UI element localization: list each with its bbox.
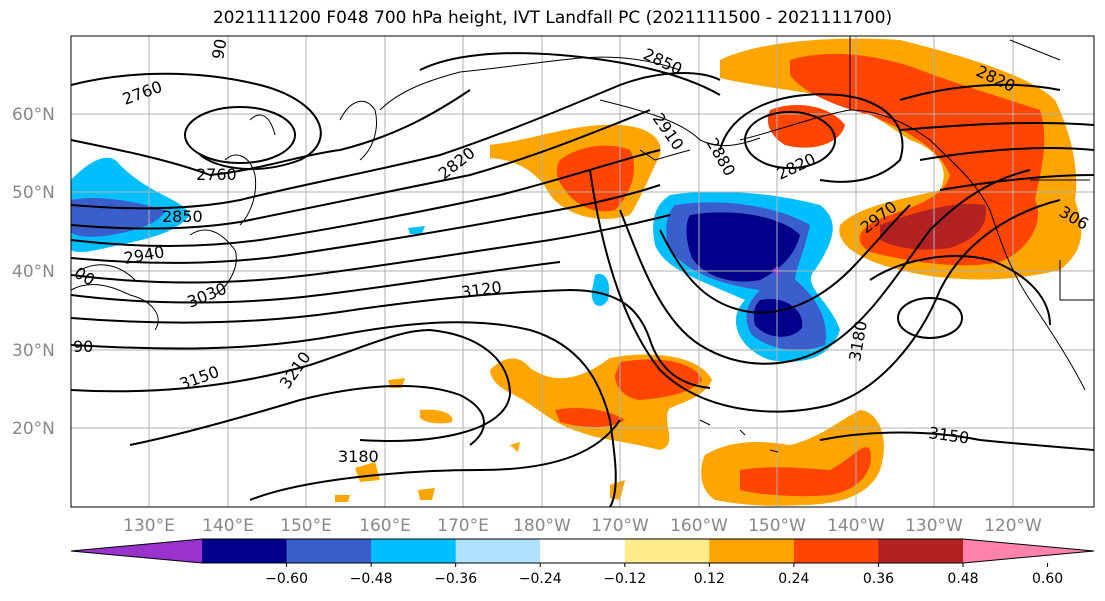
contour-label: 3180 [845,319,871,362]
longitude-labels: 130°E 140°E 150°E 160°E 170°E 180°W 170°… [123,516,1042,536]
contour-label: 2880 [703,135,740,180]
colorbar-tick-label: 0.24 [778,571,809,587]
longitude-label: 120°W [984,516,1042,536]
contour-label: 2760 [196,165,237,184]
pos-small2 [420,409,453,424]
contour-label: 2850 [162,207,203,226]
latitude-label-30n: 30°N [12,341,55,361]
colorbar-bin [371,539,457,563]
longitude-label: 140°W [827,516,885,536]
colorbar-tick-label: 0.36 [863,571,894,587]
colorbar-tick-label: −0.48 [350,571,393,587]
longitude-label: 170°W [591,516,649,536]
latitude-label-60n: 60°N [12,105,55,125]
longitude-label: 160°E [359,516,411,536]
gridlines [71,36,1094,507]
colorbar-tick-label: 0.60 [1032,571,1063,587]
longitude-label: 140°E [202,516,254,536]
colorbar-bin [709,539,795,563]
colorbar-bin [878,539,964,563]
neg-small2 [408,226,425,234]
latitude-label-20n: 20°N [12,419,55,439]
longitude-label: 130°E [123,516,175,536]
pos-small6 [610,480,625,500]
longitude-label: 150°E [280,516,332,536]
contour-label: 2820 [774,149,819,183]
contour-label: 3120 [460,277,503,301]
neg-purple [772,266,780,278]
colorbar-bin [540,539,626,563]
longitude-label: 160°W [670,516,728,536]
plot-frame [70,35,1095,508]
coastlines [71,36,1094,453]
contour-label: 3030 [184,279,229,312]
latitude-labels: 60°N 50°N 40°N 30°N 20°N [12,105,55,439]
colorbar-bin [286,539,372,563]
colorbar-outline [70,538,1095,564]
pos-small4 [418,488,435,500]
colorbar-tick-label: −0.12 [603,571,646,587]
pos-region-alaska [767,105,845,148]
ivt-shading [71,38,1082,506]
colorbar: −0.60 −0.48 −0.36 −0.24 −0.12 0.12 0.24 0.36 0.4… [70,538,1095,587]
contour-label: 90 [73,337,93,356]
contour-label: 2760 [120,77,165,109]
contour-label: 3210 [276,348,315,392]
pos-region-se-core [740,447,871,497]
colorbar-tick-label: −0.24 [519,571,562,587]
map-title: 2021111200 F048 700 hPa height, IVT Land… [212,8,893,28]
contour-label: 2940 [122,242,165,268]
contour-label: 3150 [177,362,222,394]
colorbar-tick-label: −0.60 [265,571,308,587]
longitude-label: 150°W [748,516,806,536]
longitude-label: 130°W [905,516,963,536]
pos-small5 [335,495,350,502]
colorbar-bin [793,539,879,563]
neg-small1 [591,273,610,307]
colorbar-extend-min [71,539,202,563]
colorbar-extend-max [963,539,1094,563]
contour-label: 90 [208,37,230,60]
pos-small7 [510,442,520,452]
longitude-label: 170°E [437,516,489,536]
colorbar-tick-label: 0.12 [694,571,725,587]
neg-region-central-core [686,212,800,282]
colorbar-tick-label: −0.36 [434,571,477,587]
pos-region-subtrop-core [615,359,702,400]
latitude-label-50n: 50°N [12,183,55,203]
contour-label: 3180 [338,447,379,466]
colorbar-bin [624,539,710,563]
height-contours [71,52,1094,507]
latitude-label-40n: 40°N [12,262,55,282]
colorbar-bin [455,539,541,563]
colorbar-tick-label: 0.48 [947,571,978,587]
contour-label: 00 [71,263,98,290]
colorbar-bin [202,539,288,563]
longitude-label: 180°W [513,516,571,536]
